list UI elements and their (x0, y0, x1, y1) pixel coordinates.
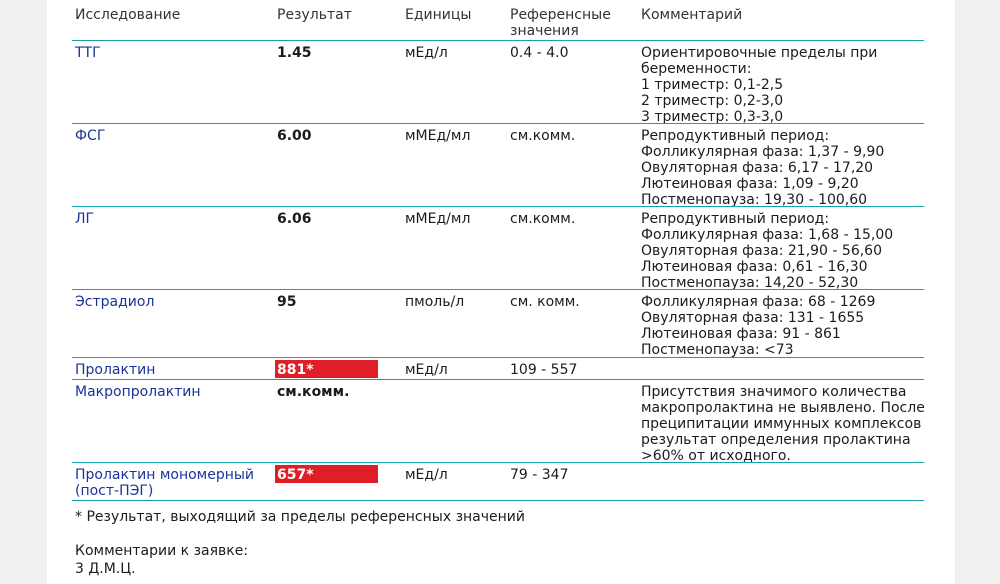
table-row: Макропролактин см.комм. Присутствия знач… (47, 379, 955, 464)
request-comment-value: 3 Д.М.Ц. (75, 561, 136, 577)
test-reference: см. комм. (510, 294, 580, 310)
comment-line: 2 триместр: 0,2-3,0 (641, 93, 784, 109)
comment-line: Постменопауза: <73 (641, 342, 794, 358)
test-reference: см.комм. (510, 128, 576, 144)
comment-line: преципитации иммунных комплексов (641, 416, 922, 432)
comment-line: Лютеиновая фаза: 91 - 861 (641, 326, 841, 342)
test-name: Макропролактин (75, 384, 201, 400)
test-result: 881* (277, 362, 314, 378)
test-result: 657* (277, 467, 314, 483)
test-name: Эстрадиол (75, 294, 155, 310)
comment-line: беременности: (641, 61, 752, 77)
test-comment: Фолликулярная фаза: 68 - 1269 Овуляторна… (641, 294, 941, 358)
test-name: Пролактин (75, 362, 156, 378)
header-comment: Комментарий (641, 7, 743, 23)
row-separator (72, 357, 924, 358)
comment-line: Постменопауза: 14,20 - 52,30 (641, 275, 859, 291)
out-of-range-highlight (275, 465, 378, 483)
comment-line: результат определения пролактина (641, 432, 911, 448)
row-separator (72, 500, 924, 501)
header-separator (72, 40, 924, 41)
test-unit: мМЕд/мл (405, 211, 471, 227)
table-row: ФСГ 6.00 мМЕд/мл см.комм. Репродуктивный… (47, 123, 955, 208)
comment-line: Постменопауза: 19,30 - 100,60 (641, 192, 868, 208)
comment-line: >60% от исходного. (641, 448, 791, 464)
comment-line: Овуляторная фаза: 131 - 1655 (641, 310, 865, 326)
test-reference: 0.4 - 4.0 (510, 45, 569, 61)
test-reference: 79 - 347 (510, 467, 569, 483)
table-header: Исследование Результат Единицы Референсн… (47, 0, 955, 40)
comment-line: 3 триместр: 0,3-3,0 (641, 109, 784, 125)
row-separator (72, 289, 924, 290)
test-reference: см.комм. (510, 211, 576, 227)
lab-report-page: Исследование Результат Единицы Референсн… (47, 0, 955, 584)
out-of-range-highlight (275, 360, 378, 378)
header-result: Результат (277, 7, 352, 23)
comment-line: макропролактина не выявлено. После (641, 400, 925, 416)
test-comment: Присутствия значимого количества макропр… (641, 384, 941, 464)
comment-line: Овуляторная фаза: 6,17 - 17,20 (641, 160, 874, 176)
row-separator (72, 123, 924, 124)
test-unit: мЕд/л (405, 362, 448, 378)
test-name: Пролактин мономерный (пост-ПЭГ) (75, 467, 255, 499)
comment-line: Присутствия значимого количества (641, 384, 907, 400)
header-reference: Референсные значения (510, 7, 611, 39)
test-unit: мЕд/л (405, 467, 448, 483)
comment-line: 1 триместр: 0,1-2,5 (641, 77, 784, 93)
comment-line: Репродуктивный период: (641, 211, 830, 227)
test-reference: 109 - 557 (510, 362, 578, 378)
comment-line: Фолликулярная фаза: 1,37 - 9,90 (641, 144, 885, 160)
test-comment: Репродуктивный период: Фолликулярная фаз… (641, 211, 941, 291)
table-row: Пролактин 881* мЕд/л 109 - 557 (47, 357, 955, 379)
test-result: 6.06 (277, 211, 312, 227)
table-row: Эстрадиол 95 пмоль/л см. комм. Фолликуля… (47, 289, 955, 358)
test-unit: мМЕд/мл (405, 128, 471, 144)
test-unit: пмоль/л (405, 294, 465, 310)
test-result: 6.00 (277, 128, 312, 144)
table-row: ЛГ 6.06 мМЕд/мл см.комм. Репродуктивный … (47, 206, 955, 291)
comment-line: Лютеиновая фаза: 0,61 - 16,30 (641, 259, 868, 275)
test-name: ТТГ (75, 45, 101, 61)
test-result: 95 (277, 294, 297, 310)
comment-line: Фолликулярная фаза: 68 - 1269 (641, 294, 876, 310)
test-name: ФСГ (75, 128, 106, 144)
comment-line: Репродуктивный период: (641, 128, 830, 144)
test-comment: Репродуктивный период: Фолликулярная фаз… (641, 128, 941, 208)
test-name: ЛГ (75, 211, 95, 227)
footnote: * Результат, выходящий за пределы рефере… (75, 509, 525, 525)
row-separator (72, 206, 924, 207)
row-separator (72, 379, 924, 380)
header-units: Единицы (405, 7, 472, 23)
header-study: Исследование (75, 7, 181, 23)
table-row: ТТГ 1.45 мЕд/л 0.4 - 4.0 Ориентировочные… (47, 40, 955, 125)
test-result: см.комм. (277, 384, 350, 400)
comment-line: Овуляторная фаза: 21,90 - 56,60 (641, 243, 882, 259)
comment-line: Ориентировочные пределы при (641, 45, 878, 61)
test-unit: мЕд/л (405, 45, 448, 61)
comment-line: Фолликулярная фаза: 1,68 - 15,00 (641, 227, 894, 243)
test-comment: Ориентировочные пределы при беременности… (641, 45, 941, 125)
table-row: Пролактин мономерный (пост-ПЭГ) 657* мЕд… (47, 462, 955, 500)
request-comment-label: Комментарии к заявке: (75, 543, 249, 559)
test-result: 1.45 (277, 45, 312, 61)
row-separator (72, 462, 924, 463)
comment-line: Лютеиновая фаза: 1,09 - 9,20 (641, 176, 859, 192)
